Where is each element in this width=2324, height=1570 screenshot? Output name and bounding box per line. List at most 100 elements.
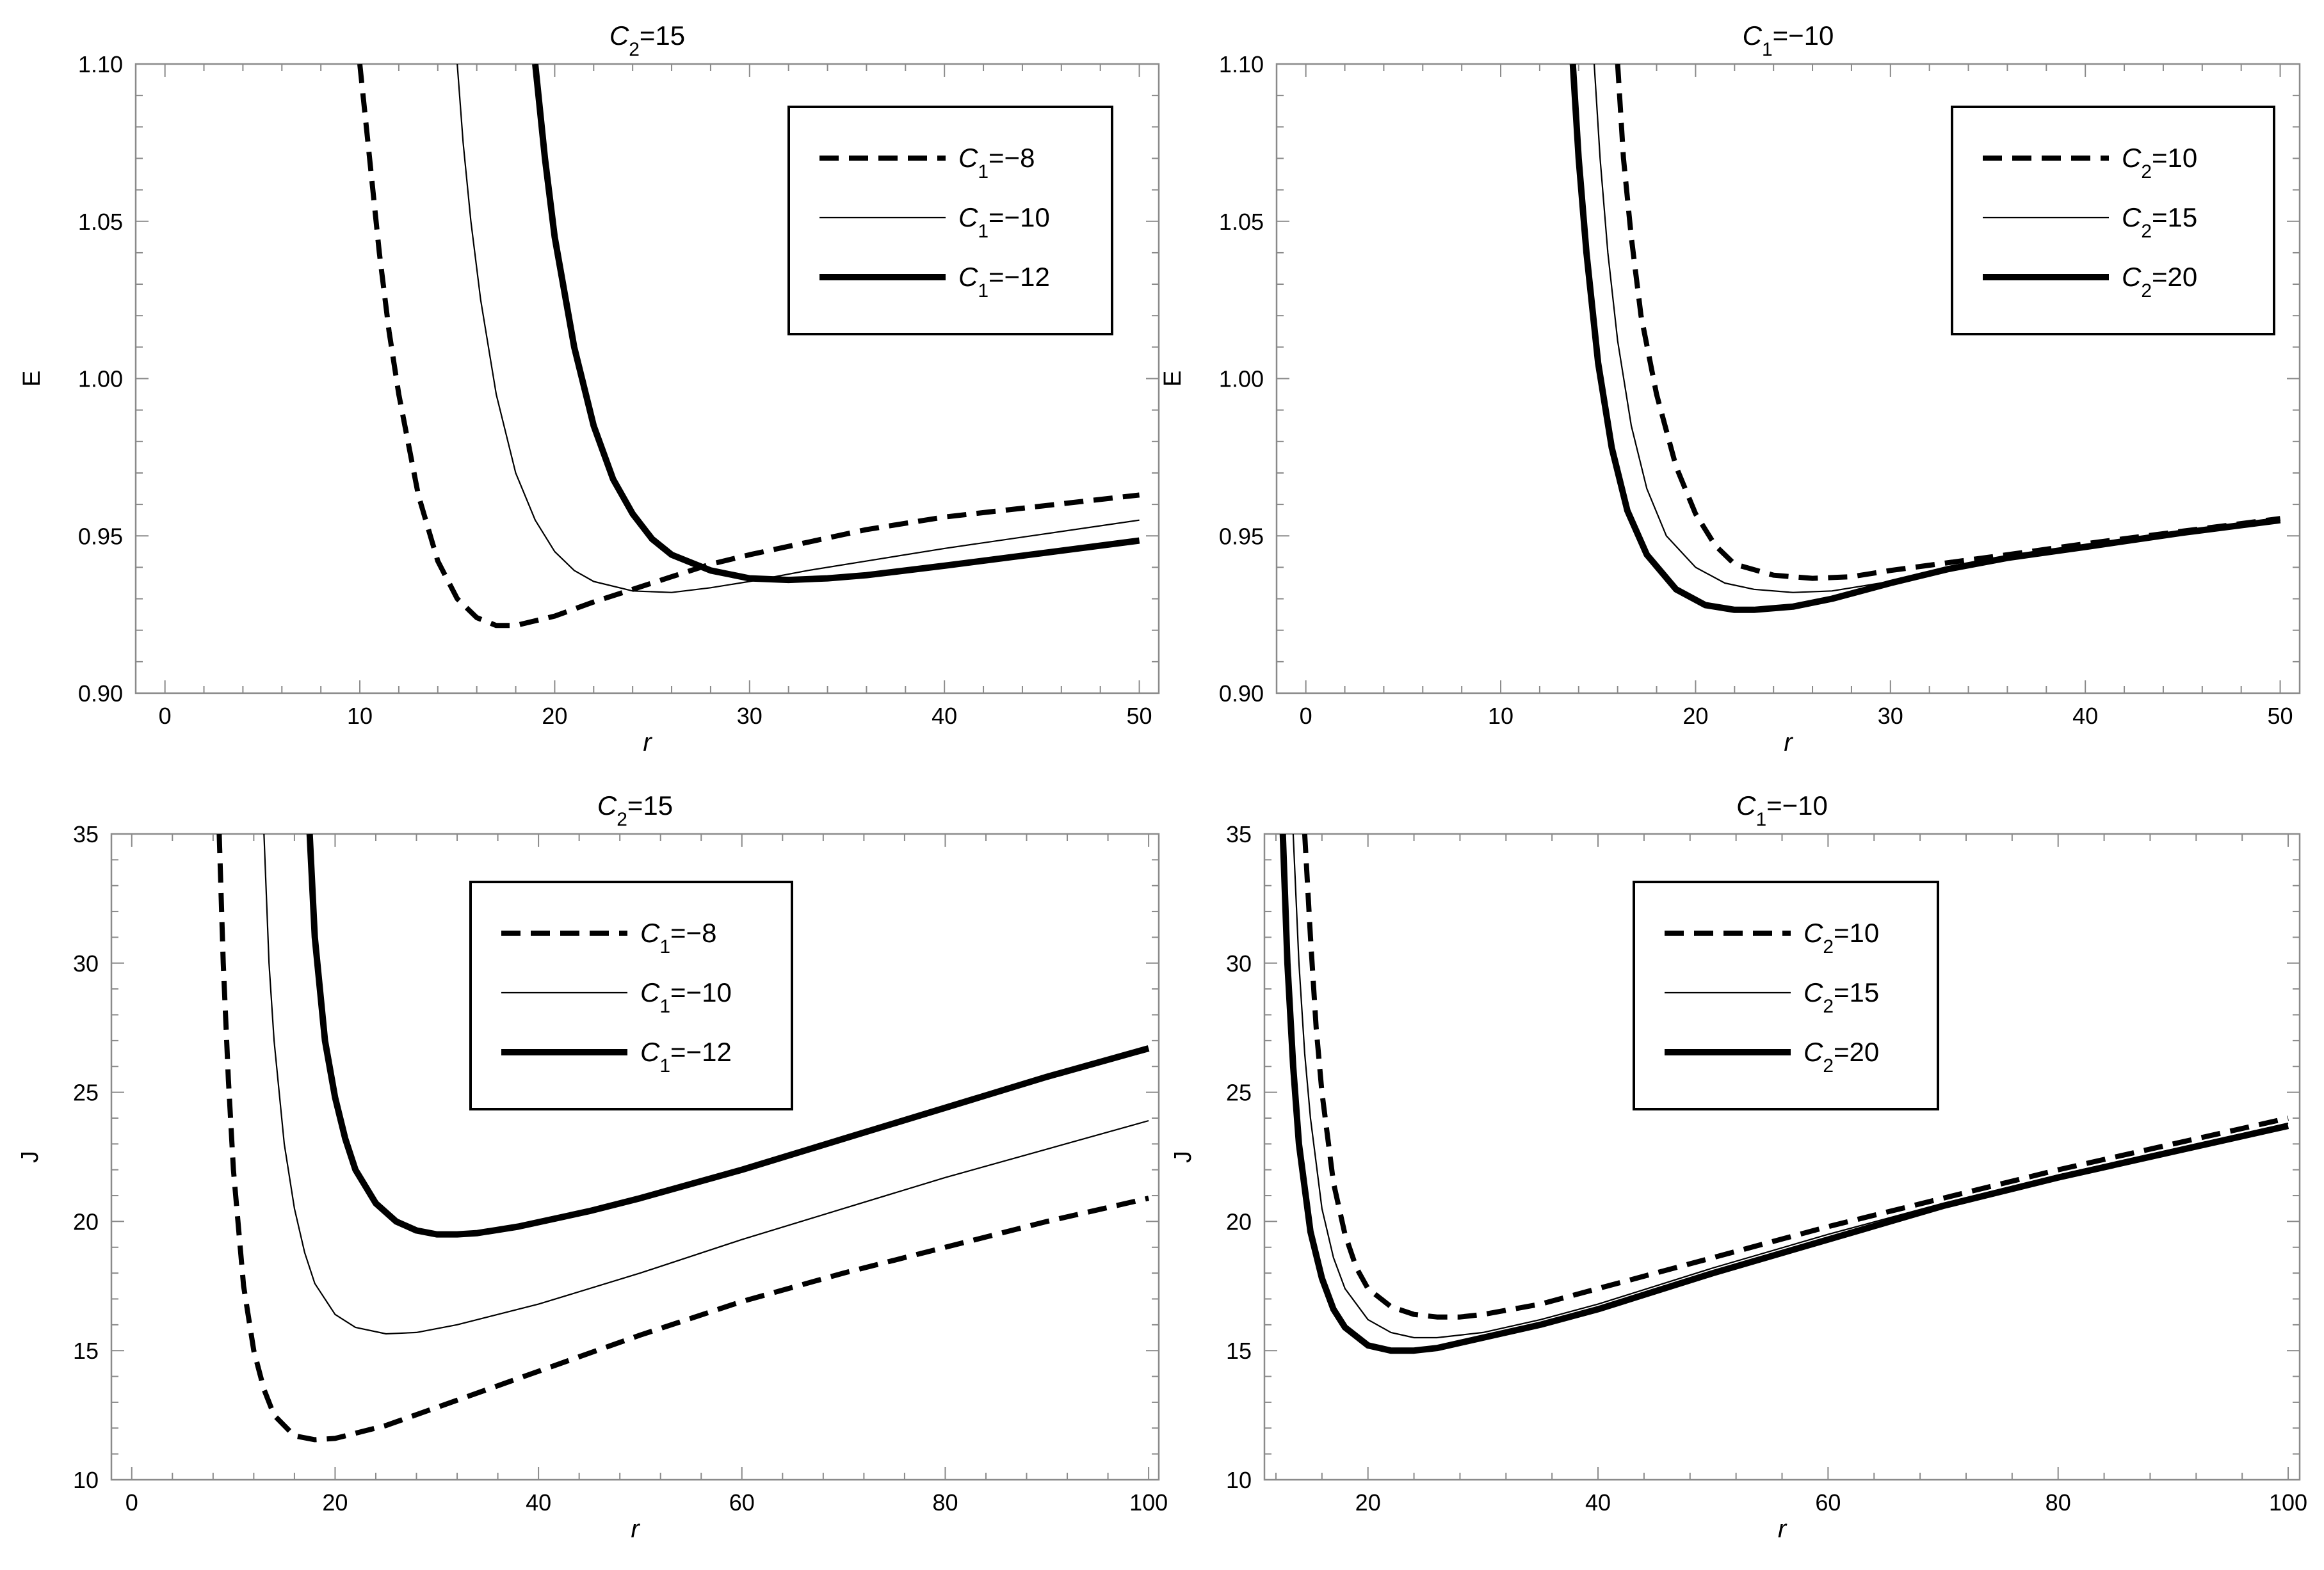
- panel-1: 0 10 20 30 40 500.900.951.001.051.10rEC2=15C1…: [19, 20, 1160, 757]
- chart-title-subscript: 1: [1762, 39, 1773, 60]
- x-axis-label: r: [1784, 728, 1793, 757]
- legend-label-3: C1=−12: [958, 262, 1050, 301]
- chart-title-rest: =15: [640, 20, 685, 51]
- y-tick-label: 0.95: [78, 523, 123, 549]
- x-axis-label: r: [1778, 1515, 1787, 1543]
- x-tick-label: 50: [2268, 703, 2293, 729]
- legend-label-3-rest: =−12: [989, 262, 1050, 292]
- x-tick-label: 50: [1127, 703, 1152, 729]
- y-tick-label: 10: [1226, 1467, 1252, 1493]
- x-tick-label: 30: [1878, 703, 1903, 729]
- chart-title-subscript: 2: [629, 39, 640, 60]
- legend-label-1-subscript: 2: [2141, 161, 2152, 182]
- chart-title-subscript: 1: [1755, 809, 1766, 830]
- y-tick-label: 15: [1226, 1338, 1252, 1364]
- x-tick-label: 80: [2046, 1489, 2071, 1516]
- legend-label-2-subscript: 1: [978, 221, 989, 242]
- x-tick-label: 60: [729, 1489, 755, 1516]
- series-group: [357, 64, 1140, 629]
- legend-label-2: C2=15: [1804, 977, 1879, 1017]
- chart-title-base: C: [597, 790, 617, 821]
- legend-label-1-subscript: 1: [659, 936, 670, 957]
- series-line-1: [1302, 834, 2289, 1320]
- legend-label-2-subscript: 1: [659, 996, 670, 1017]
- x-tick-label: 100: [1129, 1489, 1168, 1516]
- y-tick-label: 25: [73, 1080, 99, 1106]
- chart-title-rest: =−10: [1773, 20, 1834, 51]
- y-axis-label: J: [1170, 1151, 1197, 1163]
- legend-label-2-rest: =−10: [989, 202, 1050, 232]
- legend-label-3-base: C: [640, 1037, 660, 1067]
- legend-label-3-subscript: 2: [1823, 1055, 1834, 1077]
- y-tick-label: 0.90: [78, 680, 123, 707]
- chart-title-rest: =15: [627, 790, 673, 821]
- x-tick-label: 0: [125, 1489, 138, 1516]
- chart-title-subscript: 2: [617, 809, 627, 830]
- y-tick-label: 0.95: [1219, 523, 1264, 549]
- y-tick-label: 1.05: [78, 209, 123, 235]
- legend-label-2-base: C: [1804, 977, 1823, 1007]
- legend-label-3: C2=20: [2122, 262, 2197, 301]
- legend-label-3-rest: =−12: [670, 1037, 732, 1067]
- y-tick-label: 10: [73, 1467, 99, 1493]
- x-axis-label: r: [631, 1515, 640, 1543]
- y-tick-label: 30: [73, 950, 99, 977]
- legend-label-3-subscript: 1: [659, 1055, 670, 1077]
- panel-3: 0 20 40 60 80 100101520253035rJC2=15C1=−8C1=−…: [17, 790, 1168, 1543]
- legend-label-3-subscript: 1: [978, 280, 989, 301]
- legend-label-2: C1=−10: [958, 202, 1050, 242]
- x-tick-label: 100: [2269, 1489, 2307, 1516]
- panel-4: 20 40 60 80 100101520253035rJC1=−10C2=10C2=1…: [1170, 790, 2307, 1543]
- series-line-2: [263, 834, 1149, 1335]
- legend-box: [1951, 106, 2275, 335]
- legend-label-2-rest: =−10: [670, 977, 732, 1007]
- x-tick-label: 80: [932, 1489, 958, 1516]
- series-group: [1279, 834, 2289, 1354]
- series-group: [216, 834, 1150, 1443]
- y-tick-label: 20: [73, 1208, 99, 1235]
- legend-label-1-rest: =10: [1834, 918, 1879, 948]
- panel-2: 0 10 20 30 40 500.900.951.001.051.10rEC1=−10C…: [1159, 20, 2301, 757]
- chart-title: C1=−10: [1736, 790, 1828, 830]
- legend-label-1-base: C: [1804, 918, 1823, 948]
- x-axis-label: r: [643, 728, 652, 757]
- x-tick-label: 30: [737, 703, 763, 729]
- y-axis-label: E: [19, 371, 45, 387]
- legend-label-1: C2=10: [2122, 143, 2197, 182]
- chart-title: C2=15: [597, 790, 673, 830]
- legend-label-3: C2=20: [1804, 1037, 1879, 1077]
- legend-label-3-rest: =20: [1834, 1037, 1879, 1067]
- x-tick-label: 60: [1815, 1489, 1841, 1516]
- x-tick-label: 0: [1300, 703, 1312, 729]
- x-tick-label: 20: [1682, 703, 1708, 729]
- y-tick-label: 20: [1226, 1208, 1252, 1235]
- legend-label-3-rest: =20: [2152, 262, 2197, 292]
- legend-label-3-base: C: [958, 262, 978, 292]
- legend-label-1-rest: =−8: [670, 918, 716, 948]
- y-tick-label: 15: [73, 1338, 99, 1364]
- legend-label-1-base: C: [2122, 143, 2142, 173]
- legend-label-1-base: C: [958, 143, 978, 173]
- x-tick-label: 40: [2072, 703, 2098, 729]
- legend-label-2-rest: =15: [2152, 202, 2197, 232]
- legend-box: [1633, 881, 1939, 1110]
- legend-label-2-base: C: [958, 202, 978, 232]
- x-tick-label: 40: [1585, 1489, 1611, 1516]
- legend-label-2-base: C: [2122, 202, 2142, 232]
- y-axis-label: E: [1159, 371, 1186, 387]
- legend-label-2-subscript: 2: [1823, 996, 1834, 1017]
- y-tick-label: 25: [1226, 1080, 1252, 1106]
- legend-label-1: C1=−8: [958, 143, 1035, 182]
- x-tick-label: 20: [542, 703, 567, 729]
- chart-title-base: C: [1743, 20, 1763, 51]
- y-axis-label: J: [17, 1151, 44, 1163]
- y-tick-label: 1.00: [1219, 366, 1264, 392]
- series-line-1: [216, 834, 1149, 1443]
- legend-label-2: C2=15: [2122, 202, 2197, 242]
- legend-label-1: C1=−8: [640, 918, 716, 957]
- series-line-3: [1279, 834, 2289, 1354]
